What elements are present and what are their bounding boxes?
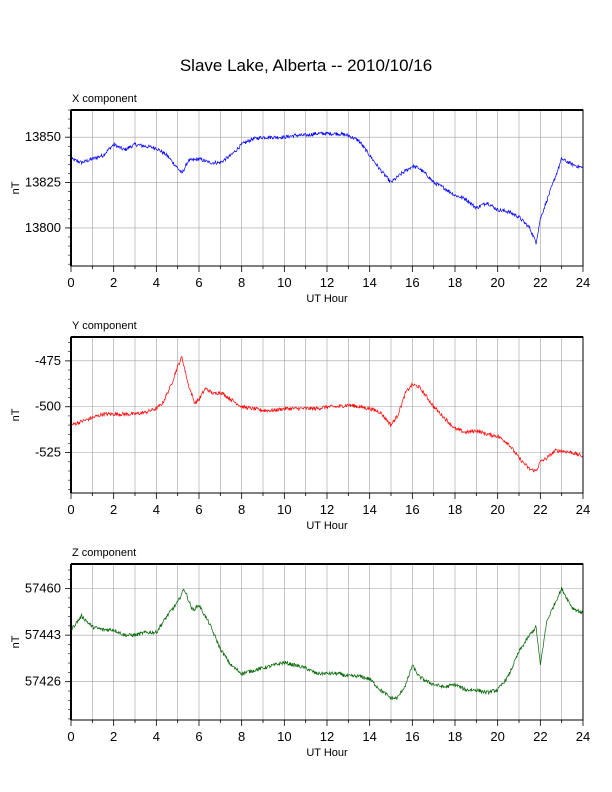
z-x-tick-label: 14	[362, 729, 376, 744]
z-y-tick-label: 57460	[25, 581, 61, 596]
z-series-line	[70, 586, 584, 701]
z-x-tick-label: 22	[533, 729, 547, 744]
y-x-tick-label: 12	[320, 502, 334, 517]
x-x-tick-label: 18	[448, 275, 462, 290]
y-x-tick-label: 8	[238, 502, 245, 517]
y-x-tick-label: 4	[153, 502, 160, 517]
x-x-tick-label: 2	[110, 275, 117, 290]
x-x-tick-label: 12	[320, 275, 334, 290]
y-x-tick-label: 14	[362, 502, 376, 517]
y-x-tick-label: 24	[576, 502, 590, 517]
y-x-tick-label: 16	[405, 502, 419, 517]
z-x-tick-label: 20	[490, 729, 504, 744]
x-x-tick-label: 24	[576, 275, 590, 290]
x-x-tick-label: 8	[238, 275, 245, 290]
y-panel-title: Y component	[72, 320, 137, 332]
z-x-tick-label: 4	[153, 729, 160, 744]
y-x-tick-label: 2	[110, 502, 117, 517]
z-x-tick-label: 12	[320, 729, 334, 744]
x-y-tick-label: 13850	[25, 129, 61, 144]
z-panel-title: Z component	[72, 547, 136, 559]
y-x-axis-label: UT Hour	[306, 520, 348, 532]
x-series-line	[70, 131, 584, 245]
z-x-tick-label: 18	[448, 729, 462, 744]
y-x-tick-label: 0	[67, 502, 74, 517]
z-y-axis-label: nT	[10, 635, 22, 648]
z-x-tick-label: 8	[238, 729, 245, 744]
y-x-tick-label: 18	[448, 502, 462, 517]
x-x-tick-label: 22	[533, 275, 547, 290]
y-x-tick-label: 22	[533, 502, 547, 517]
z-y-tick-label: 57443	[25, 627, 61, 642]
z-y-tick-label: 57426	[25, 674, 61, 689]
z-x-tick-label: 0	[67, 729, 74, 744]
x-y-tick-label: 13825	[25, 175, 61, 190]
x-x-tick-label: 16	[405, 275, 419, 290]
z-x-tick-label: 6	[195, 729, 202, 744]
y-series-line	[70, 356, 584, 473]
page-title: Slave Lake, Alberta -- 2010/10/16	[179, 56, 433, 75]
x-x-tick-label: 14	[362, 275, 376, 290]
z-x-tick-label: 24	[576, 729, 590, 744]
z-x-axis-label: UT Hour	[306, 747, 348, 759]
x-y-axis-label: nT	[10, 181, 22, 194]
x-x-tick-label: 10	[277, 275, 291, 290]
y-x-tick-label: 10	[277, 502, 291, 517]
y-y-tick-label: -525	[35, 445, 61, 460]
y-y-axis-label: nT	[10, 408, 22, 421]
x-x-tick-label: 4	[153, 275, 160, 290]
x-x-tick-label: 0	[67, 275, 74, 290]
x-x-tick-label: 6	[195, 275, 202, 290]
x-x-axis-label: UT Hour	[306, 293, 348, 305]
x-x-tick-label: 20	[490, 275, 504, 290]
y-x-tick-label: 6	[195, 502, 202, 517]
y-y-tick-label: -475	[35, 353, 61, 368]
z-x-tick-label: 2	[110, 729, 117, 744]
x-panel-title: X component	[72, 93, 137, 105]
y-y-tick-label: -500	[35, 399, 61, 414]
y-x-tick-label: 20	[490, 502, 504, 517]
z-x-tick-label: 10	[277, 729, 291, 744]
z-x-tick-label: 16	[405, 729, 419, 744]
x-y-tick-label: 13800	[25, 220, 61, 235]
